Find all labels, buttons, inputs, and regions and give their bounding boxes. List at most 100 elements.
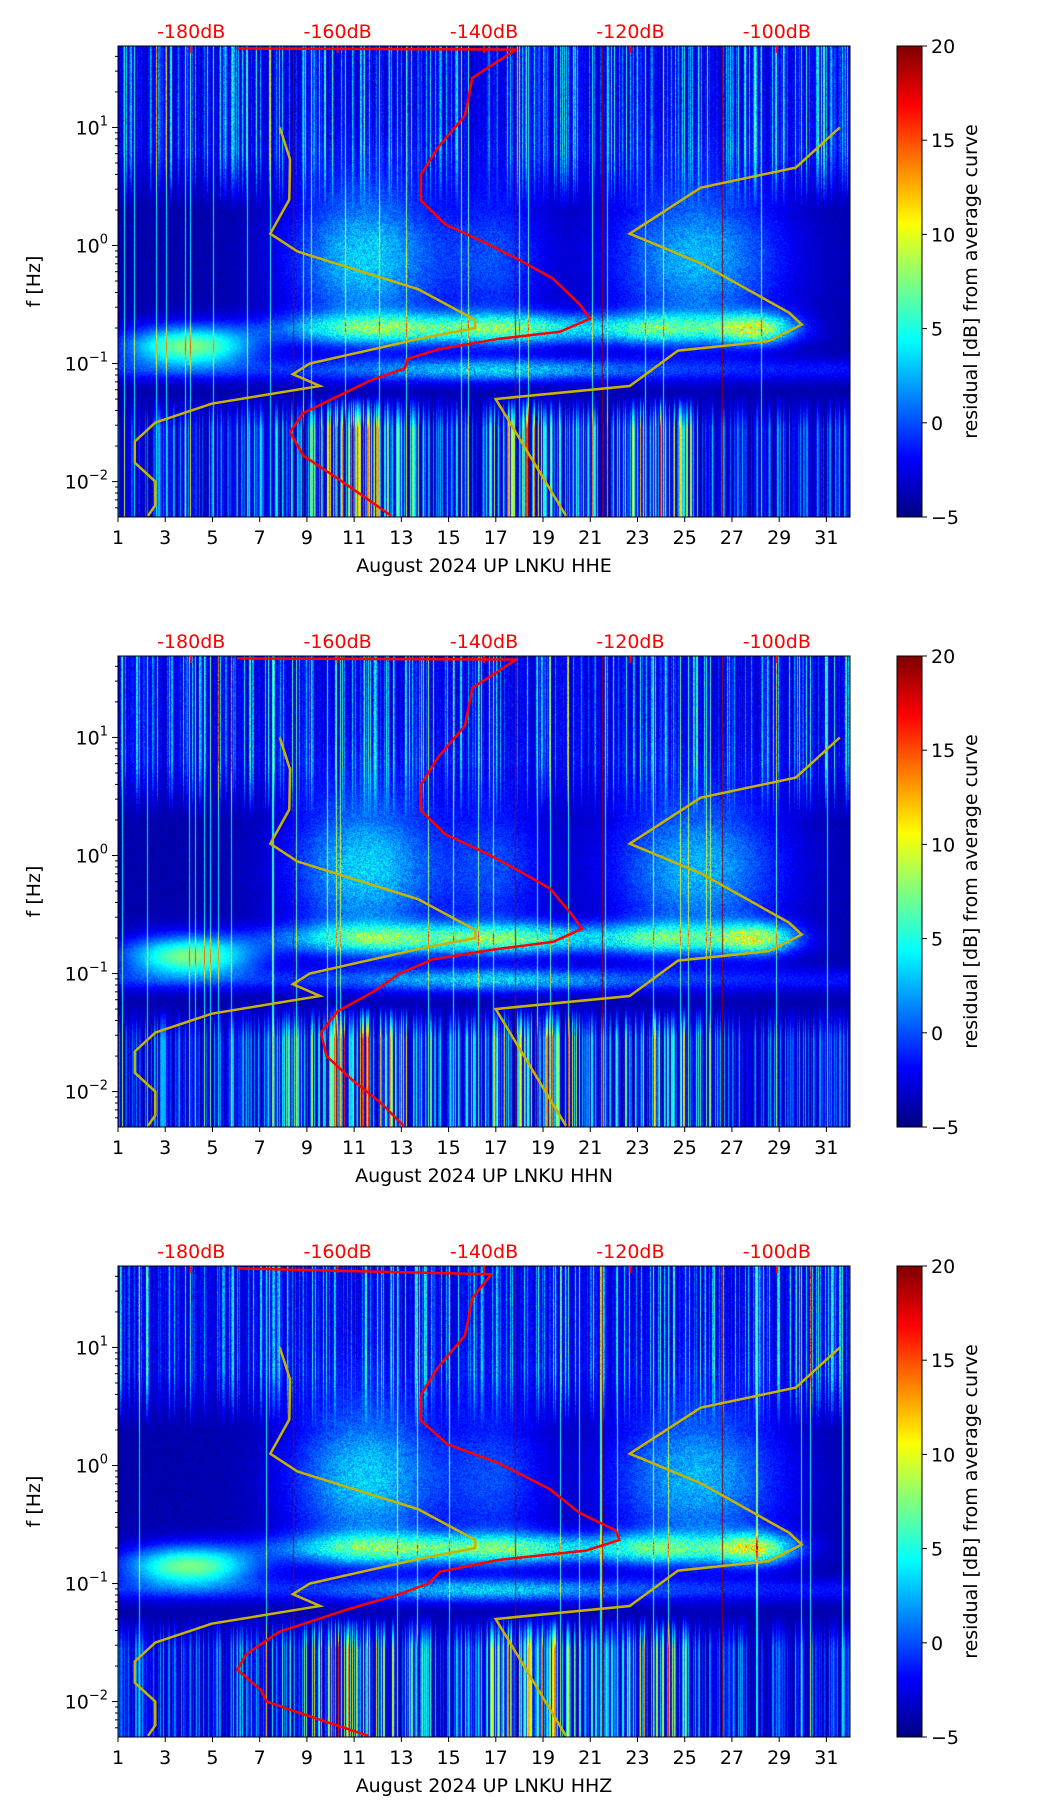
top-db-tick-label: -100dB — [743, 631, 811, 653]
high-noise-model-curve — [493, 736, 841, 1127]
y-tick-exponent: −1 — [89, 1571, 108, 1586]
y-tick-label: 100 — [76, 842, 108, 867]
y-tick-label: 10−2 — [65, 1689, 108, 1714]
x-tick-label: 13 — [389, 527, 413, 549]
y-tick-label: 101 — [76, 724, 108, 749]
x-tick-label: 1 — [112, 1137, 124, 1159]
colorbar-label: residual [dB] from average curve — [960, 124, 982, 439]
y-tick-exponent: 1 — [100, 114, 108, 129]
top-db-tick-label: -160dB — [303, 1241, 371, 1263]
x-tick-label: 31 — [814, 1747, 838, 1769]
y-tick-exponent: 0 — [100, 842, 108, 857]
x-tick-label: 29 — [767, 1747, 791, 1769]
colorbar-tick-label: 0 — [931, 413, 943, 435]
colorbar-tick-label: 0 — [931, 1633, 943, 1655]
colorbar-tick-label: 5 — [931, 1539, 943, 1561]
x-tick-label: 7 — [254, 1747, 266, 1769]
top-db-tick-label: -140dB — [450, 1241, 518, 1263]
y-tick-exponent: −1 — [89, 351, 108, 366]
x-tick-label: 25 — [673, 1747, 697, 1769]
y-tick-label: 10−1 — [65, 1571, 108, 1596]
x-tick-label: 25 — [673, 527, 697, 549]
colorbar-tick-label: 5 — [931, 319, 943, 341]
top-db-tick-label: -120dB — [596, 631, 664, 653]
y-tick-exponent: −2 — [89, 1079, 108, 1094]
colorbar-hhe — [897, 46, 922, 517]
x-tick-label: 9 — [301, 1137, 313, 1159]
y-tick-label: 10−1 — [65, 351, 108, 376]
x-tick-label: 15 — [436, 1137, 460, 1159]
x-tick-label: 21 — [578, 1137, 602, 1159]
x-tick-label: 3 — [159, 1137, 171, 1159]
x-tick-label: 13 — [389, 1747, 413, 1769]
low-noise-model-curve — [133, 127, 477, 517]
colorbar-label: residual [dB] from average curve — [960, 1344, 982, 1659]
x-tick-label: 19 — [531, 1747, 555, 1769]
y-tick-exponent: 0 — [100, 232, 108, 247]
x-tick-label: 27 — [720, 1747, 744, 1769]
curves — [133, 1267, 841, 1737]
colorbar-frame — [896, 655, 923, 1128]
x-tick-label: 31 — [814, 527, 838, 549]
colorbar-tick-label: 20 — [931, 646, 955, 668]
x-tick-label: 25 — [673, 1137, 697, 1159]
colorbar-frame — [896, 1265, 923, 1738]
x-axis-label: August 2024 UP LNKU HHE — [356, 555, 612, 577]
y-tick-exponent: −2 — [89, 1689, 108, 1704]
y-axis-label: f [Hz] — [23, 866, 45, 918]
average-psd-curve — [236, 1267, 621, 1737]
x-tick-label: 17 — [484, 1747, 508, 1769]
axes-frame — [117, 45, 851, 518]
x-tick-label: 27 — [720, 527, 744, 549]
colorbar-tick-label: 20 — [931, 1256, 955, 1278]
x-tick-label: 9 — [301, 527, 313, 549]
x-tick-label: 29 — [767, 527, 791, 549]
x-tick-label: 27 — [720, 1137, 744, 1159]
top-db-tick-label: -140dB — [450, 21, 518, 43]
x-tick-label: 23 — [625, 1137, 649, 1159]
top-db-tick-label: -180dB — [157, 631, 225, 653]
colorbar-tick-label: −5 — [931, 1727, 959, 1749]
low-noise-model-curve — [133, 737, 477, 1127]
colorbar-tick-label: 10 — [931, 834, 955, 856]
top-db-tick-label: -140dB — [450, 631, 518, 653]
high-noise-model-curve — [493, 1346, 841, 1737]
x-tick-label: 11 — [342, 527, 366, 549]
x-tick-label: 1 — [112, 527, 124, 549]
colorbar-tick-label: 20 — [931, 36, 955, 58]
top-db-tick-label: -120dB — [596, 21, 664, 43]
y-tick-label: 10−1 — [65, 961, 108, 986]
y-tick-label: 100 — [76, 1452, 108, 1477]
x-tick-label: 23 — [625, 1747, 649, 1769]
average-psd-curve — [237, 657, 584, 1127]
x-tick-label: 11 — [342, 1747, 366, 1769]
colorbar-hhz — [897, 1266, 922, 1737]
y-tick-exponent: −1 — [89, 961, 108, 976]
x-tick-label: 17 — [484, 1137, 508, 1159]
x-tick-label: 17 — [484, 527, 508, 549]
x-tick-label: 19 — [531, 1137, 555, 1159]
y-tick-label: 10−2 — [65, 469, 108, 494]
x-tick-label: 19 — [531, 527, 555, 549]
x-axis-label: August 2024 UP LNKU HHZ — [356, 1775, 613, 1797]
y-tick-exponent: 1 — [100, 1334, 108, 1349]
colorbar-frame — [896, 45, 923, 518]
high-noise-model-curve — [493, 126, 841, 517]
x-tick-label: 23 — [625, 527, 649, 549]
colorbar-tick-label: 10 — [931, 224, 955, 246]
colorbar-tick-label: 5 — [931, 929, 943, 951]
colorbar-tick-label: 15 — [931, 130, 955, 152]
top-db-tick-label: -160dB — [303, 631, 371, 653]
x-tick-label: 5 — [206, 1137, 218, 1159]
top-db-tick-label: -180dB — [157, 1241, 225, 1263]
x-tick-label: 5 — [206, 1747, 218, 1769]
x-tick-label: 5 — [206, 527, 218, 549]
colorbar-tick-label: 15 — [931, 740, 955, 762]
colorbar-tick-label: 15 — [931, 1350, 955, 1372]
spectrogram-hhz — [118, 1266, 850, 1737]
top-db-tick-label: -120dB — [596, 1241, 664, 1263]
colorbar-tick-label: −5 — [931, 1117, 959, 1139]
y-tick-exponent: 0 — [100, 1452, 108, 1467]
x-tick-label: 9 — [301, 1747, 313, 1769]
x-tick-label: 3 — [159, 527, 171, 549]
